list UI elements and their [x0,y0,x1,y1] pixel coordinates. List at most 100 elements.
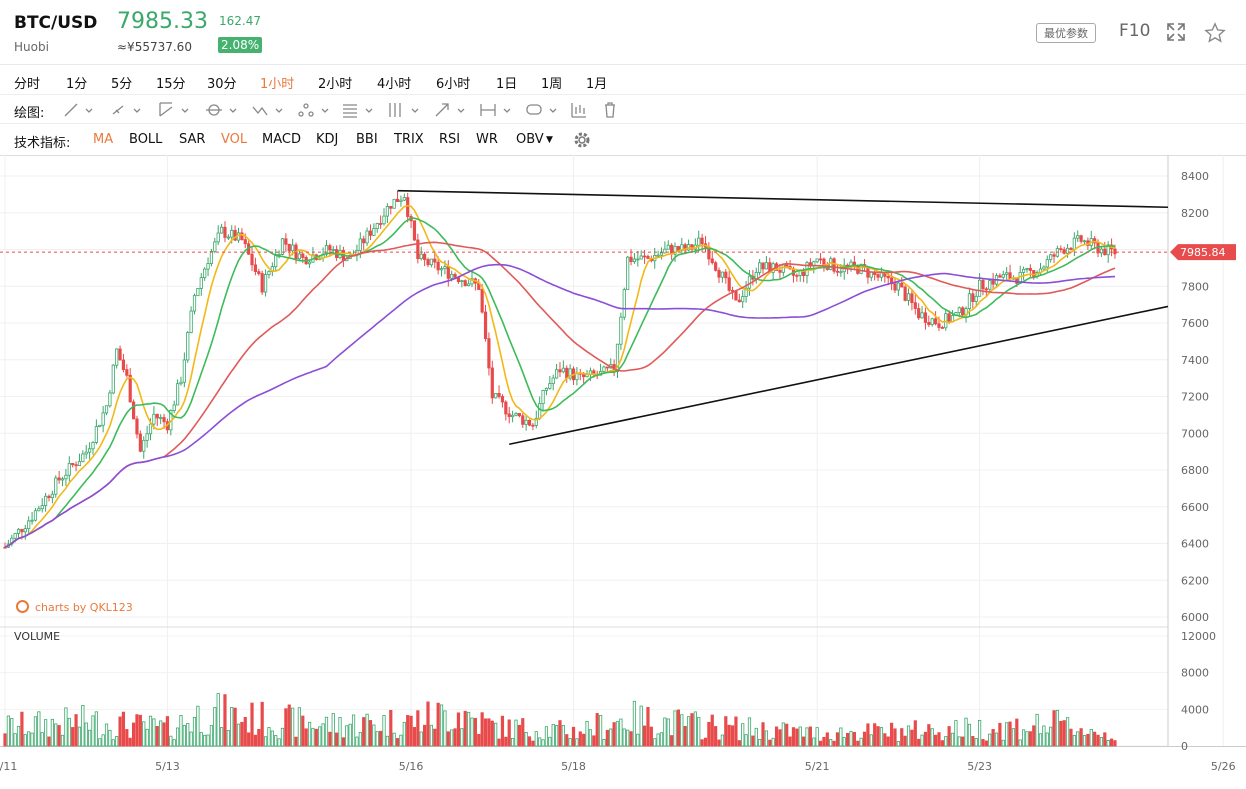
price-tick-label: 6200 [1181,574,1209,587]
volume-bar [494,722,498,747]
period-2[interactable]: 5分 [111,77,133,92]
volume-bar [328,731,332,747]
trash-icon[interactable] [605,102,615,118]
candle [118,348,122,361]
volume-bar [582,733,586,747]
candle [412,220,417,241]
candle [395,198,400,203]
volume-bar [808,726,812,747]
volume-bar [189,731,193,747]
indicator-wr[interactable]: WR [476,132,498,147]
volume-bar [944,736,948,747]
volume-bar [866,723,870,747]
volume-bar [656,733,660,747]
favorite-star-icon[interactable] [1204,22,1226,44]
ray-tool-icon[interactable] [112,105,141,115]
candle-settings-icon[interactable] [571,103,586,118]
candle [859,264,863,274]
indicator-bbi[interactable]: BBI [356,132,378,147]
volume-bar [60,734,65,747]
volume-bar [859,737,863,747]
candle [521,415,525,425]
candle [192,295,197,312]
indicator-sar[interactable]: SAR [179,132,206,147]
indicator-kdj[interactable]: KDJ [316,132,339,147]
comment-tool-icon[interactable] [526,104,557,115]
volume-bar [659,732,664,747]
volume-bar [88,729,92,747]
volume-bar [923,731,928,747]
candle [162,417,166,423]
candle [358,238,362,251]
volume-bar [443,710,447,747]
period-10[interactable]: 1周 [541,77,563,92]
f10-button[interactable]: F10 [1119,21,1151,41]
fib-tool-icon[interactable] [343,104,373,118]
measure-tool-icon[interactable] [480,104,511,116]
volume-bar [470,717,474,747]
volume-bar [835,732,840,747]
candle [189,310,193,333]
volume-bar [612,722,616,747]
volume-bar [906,725,911,747]
candle [778,270,782,273]
volume-bar [954,720,958,747]
candle [497,393,501,397]
indicator-settings-gear-icon[interactable] [572,130,592,150]
volume-bar [490,720,494,747]
candle [673,246,677,255]
period-9[interactable]: 1日 [496,77,518,92]
circle-tool-icon[interactable] [206,104,237,116]
candle [548,383,552,389]
period-3[interactable]: 15分 [156,77,186,92]
channel-tool-icon[interactable] [159,102,189,117]
candlestick-chart[interactable]: 8400 8200 8000 7800 7600 7400 7200 7000 6800 6600… [0,155,1246,789]
wave-tool-icon[interactable] [252,106,283,116]
pattern-tool-icon[interactable] [298,103,329,117]
volume-bar [1099,736,1104,747]
candle [998,275,1002,278]
period-1[interactable]: 1分 [66,77,88,92]
volume-bar [991,728,995,747]
indicator-ma[interactable]: MA [93,132,114,147]
candle [795,274,799,277]
indicator-rsi[interactable]: RSI [439,132,461,147]
candle [172,404,176,411]
candle [761,262,765,270]
candle [524,419,528,425]
line-tool-icon[interactable] [64,103,93,117]
period-6[interactable]: 2小时 [318,77,353,92]
period-7[interactable]: 4小时 [377,77,412,92]
candle [896,282,900,291]
candle [822,258,826,266]
volume-bar [964,717,968,747]
indicator-boll[interactable]: BOLL [129,132,163,147]
volume-bar [40,732,44,747]
indicator-obv[interactable]: OBV [516,132,544,147]
period-5[interactable]: 1小时 [260,77,295,92]
volume-bar [433,728,437,747]
period-0[interactable]: 分时 [14,77,41,92]
indicator-trix[interactable]: TRIX [394,132,424,147]
volume-bar [203,734,207,747]
best-params-button[interactable]: 最优参数 [1036,23,1096,43]
arrow-tool-icon[interactable] [435,103,465,117]
volume-bar [771,737,775,747]
obv-dropdown-icon[interactable]: ▼ [546,135,553,145]
fullscreen-icon[interactable] [1166,22,1186,42]
period-8[interactable]: 6小时 [436,77,471,92]
volume-bar [1093,731,1097,747]
volume-bar [213,707,217,747]
candle [20,528,24,533]
volume-bar [1076,731,1080,747]
volume-bar [1008,721,1012,747]
period-4[interactable]: 30分 [207,77,237,92]
volume-bar [412,727,417,747]
candle [483,311,488,340]
period-11[interactable]: 1月 [586,77,608,92]
gann-tool-icon[interactable] [389,103,419,117]
candle [551,377,555,385]
indicator-macd[interactable]: MACD [262,132,301,147]
volume-bar [825,732,829,747]
indicator-vol[interactable]: VOL [221,132,248,147]
